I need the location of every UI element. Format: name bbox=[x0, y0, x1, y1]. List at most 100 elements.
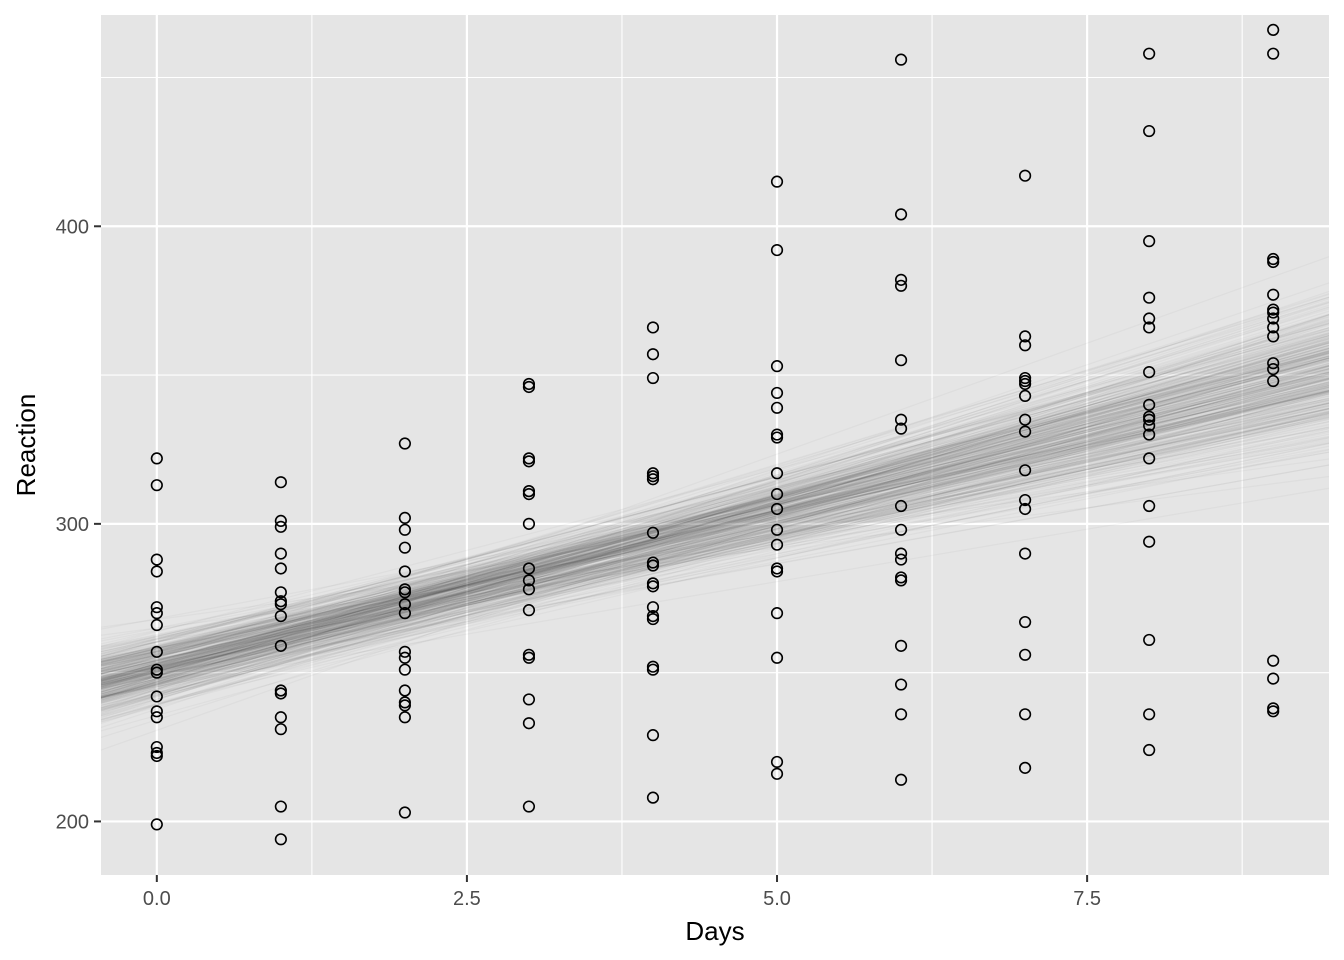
data-point bbox=[894, 553, 908, 566]
fitted-line bbox=[100, 374, 1330, 650]
fitted-line bbox=[100, 368, 1330, 683]
fitted-line bbox=[100, 348, 1330, 696]
data-point bbox=[398, 607, 411, 620]
data-point bbox=[274, 586, 287, 599]
fitted-line bbox=[100, 393, 1330, 712]
fitted-line bbox=[100, 301, 1330, 701]
fitted-line bbox=[100, 349, 1330, 688]
fitted-line bbox=[100, 405, 1330, 663]
fitted-line bbox=[100, 293, 1330, 688]
data-point bbox=[522, 380, 536, 394]
data-point bbox=[1267, 374, 1280, 388]
fitted-line bbox=[100, 402, 1330, 662]
fitted-line bbox=[100, 410, 1330, 676]
fitted-line bbox=[100, 440, 1330, 667]
data-point bbox=[398, 711, 411, 724]
data-point bbox=[274, 610, 287, 623]
fitted-line bbox=[100, 338, 1330, 691]
fitted-line bbox=[100, 328, 1330, 657]
y-tick-label: 200 bbox=[56, 811, 89, 833]
fitted-line bbox=[100, 342, 1330, 689]
fitted-line bbox=[100, 408, 1330, 654]
fitted-line bbox=[100, 385, 1330, 688]
fitted-line bbox=[100, 400, 1330, 681]
fitted-line bbox=[100, 314, 1330, 751]
data-point bbox=[894, 499, 908, 513]
data-point bbox=[1143, 428, 1156, 441]
fitted-line bbox=[100, 323, 1330, 729]
fitted-line bbox=[100, 412, 1330, 698]
fitted-line bbox=[100, 389, 1330, 695]
fitted-line bbox=[100, 365, 1330, 721]
data-point bbox=[1267, 705, 1280, 718]
fitted-line bbox=[100, 395, 1330, 648]
fitted-line bbox=[100, 378, 1330, 666]
fitted-line bbox=[100, 372, 1330, 664]
data-point bbox=[1143, 743, 1156, 757]
data-point bbox=[150, 565, 163, 578]
data-point bbox=[150, 749, 163, 763]
data-point bbox=[398, 699, 411, 712]
data-point bbox=[1143, 633, 1156, 647]
fitted-line bbox=[100, 335, 1330, 693]
fitted-line bbox=[100, 391, 1330, 684]
fitted-line bbox=[100, 298, 1330, 691]
fitted-line bbox=[100, 437, 1330, 663]
fitted-line bbox=[100, 365, 1330, 676]
fitted-line bbox=[100, 351, 1330, 681]
fitted-line bbox=[100, 360, 1330, 681]
fitted-line bbox=[100, 391, 1330, 663]
fitted-line bbox=[100, 357, 1330, 704]
fitted-line bbox=[100, 373, 1330, 683]
fitted-line bbox=[100, 337, 1330, 685]
fitted-line bbox=[100, 408, 1330, 678]
panel-background bbox=[101, 15, 1329, 875]
fitted-line bbox=[100, 411, 1330, 699]
fitted-line bbox=[100, 342, 1330, 680]
data-point bbox=[1267, 330, 1280, 343]
fitted-line bbox=[100, 391, 1330, 662]
fitted-line bbox=[100, 399, 1330, 685]
fitted-line bbox=[100, 399, 1330, 640]
fitted-line bbox=[100, 416, 1330, 717]
fitted-line bbox=[100, 336, 1330, 711]
fitted-line bbox=[100, 390, 1330, 698]
fitted-line bbox=[100, 401, 1330, 665]
fitted-line bbox=[100, 428, 1330, 718]
data-point bbox=[1143, 419, 1156, 432]
fitted-line bbox=[100, 449, 1330, 699]
data-point bbox=[1019, 464, 1032, 477]
data-point bbox=[150, 618, 163, 632]
data-point bbox=[274, 547, 287, 560]
fitted-line bbox=[100, 355, 1330, 692]
fitted-line bbox=[100, 355, 1330, 664]
fitted-line bbox=[100, 351, 1330, 698]
fitted-line bbox=[100, 348, 1330, 680]
data-point bbox=[770, 386, 784, 400]
fitted-line bbox=[100, 365, 1330, 679]
fitted-line bbox=[100, 384, 1330, 656]
fitted-line bbox=[100, 359, 1330, 675]
fitted-line bbox=[100, 390, 1330, 666]
fitted-line bbox=[100, 346, 1330, 653]
fitted-line bbox=[100, 353, 1330, 651]
fitted-line bbox=[100, 405, 1330, 690]
data-point bbox=[1019, 761, 1032, 774]
data-point bbox=[274, 687, 287, 700]
fitted-line bbox=[100, 389, 1330, 678]
fitted-line bbox=[100, 376, 1330, 674]
fitted-line bbox=[100, 332, 1330, 692]
fitted-line bbox=[100, 350, 1330, 693]
fitted-line bbox=[100, 442, 1330, 699]
fitted-line bbox=[100, 346, 1330, 682]
fitted-line bbox=[100, 417, 1330, 680]
fitted-line bbox=[100, 426, 1330, 678]
fitted-line bbox=[100, 458, 1330, 628]
fitted-line bbox=[100, 355, 1330, 689]
fitted-line bbox=[100, 402, 1330, 708]
fitted-line bbox=[100, 359, 1330, 691]
fitted-line bbox=[100, 407, 1330, 681]
data-point bbox=[770, 523, 784, 536]
fitted-line bbox=[100, 390, 1330, 690]
data-point bbox=[274, 711, 287, 724]
